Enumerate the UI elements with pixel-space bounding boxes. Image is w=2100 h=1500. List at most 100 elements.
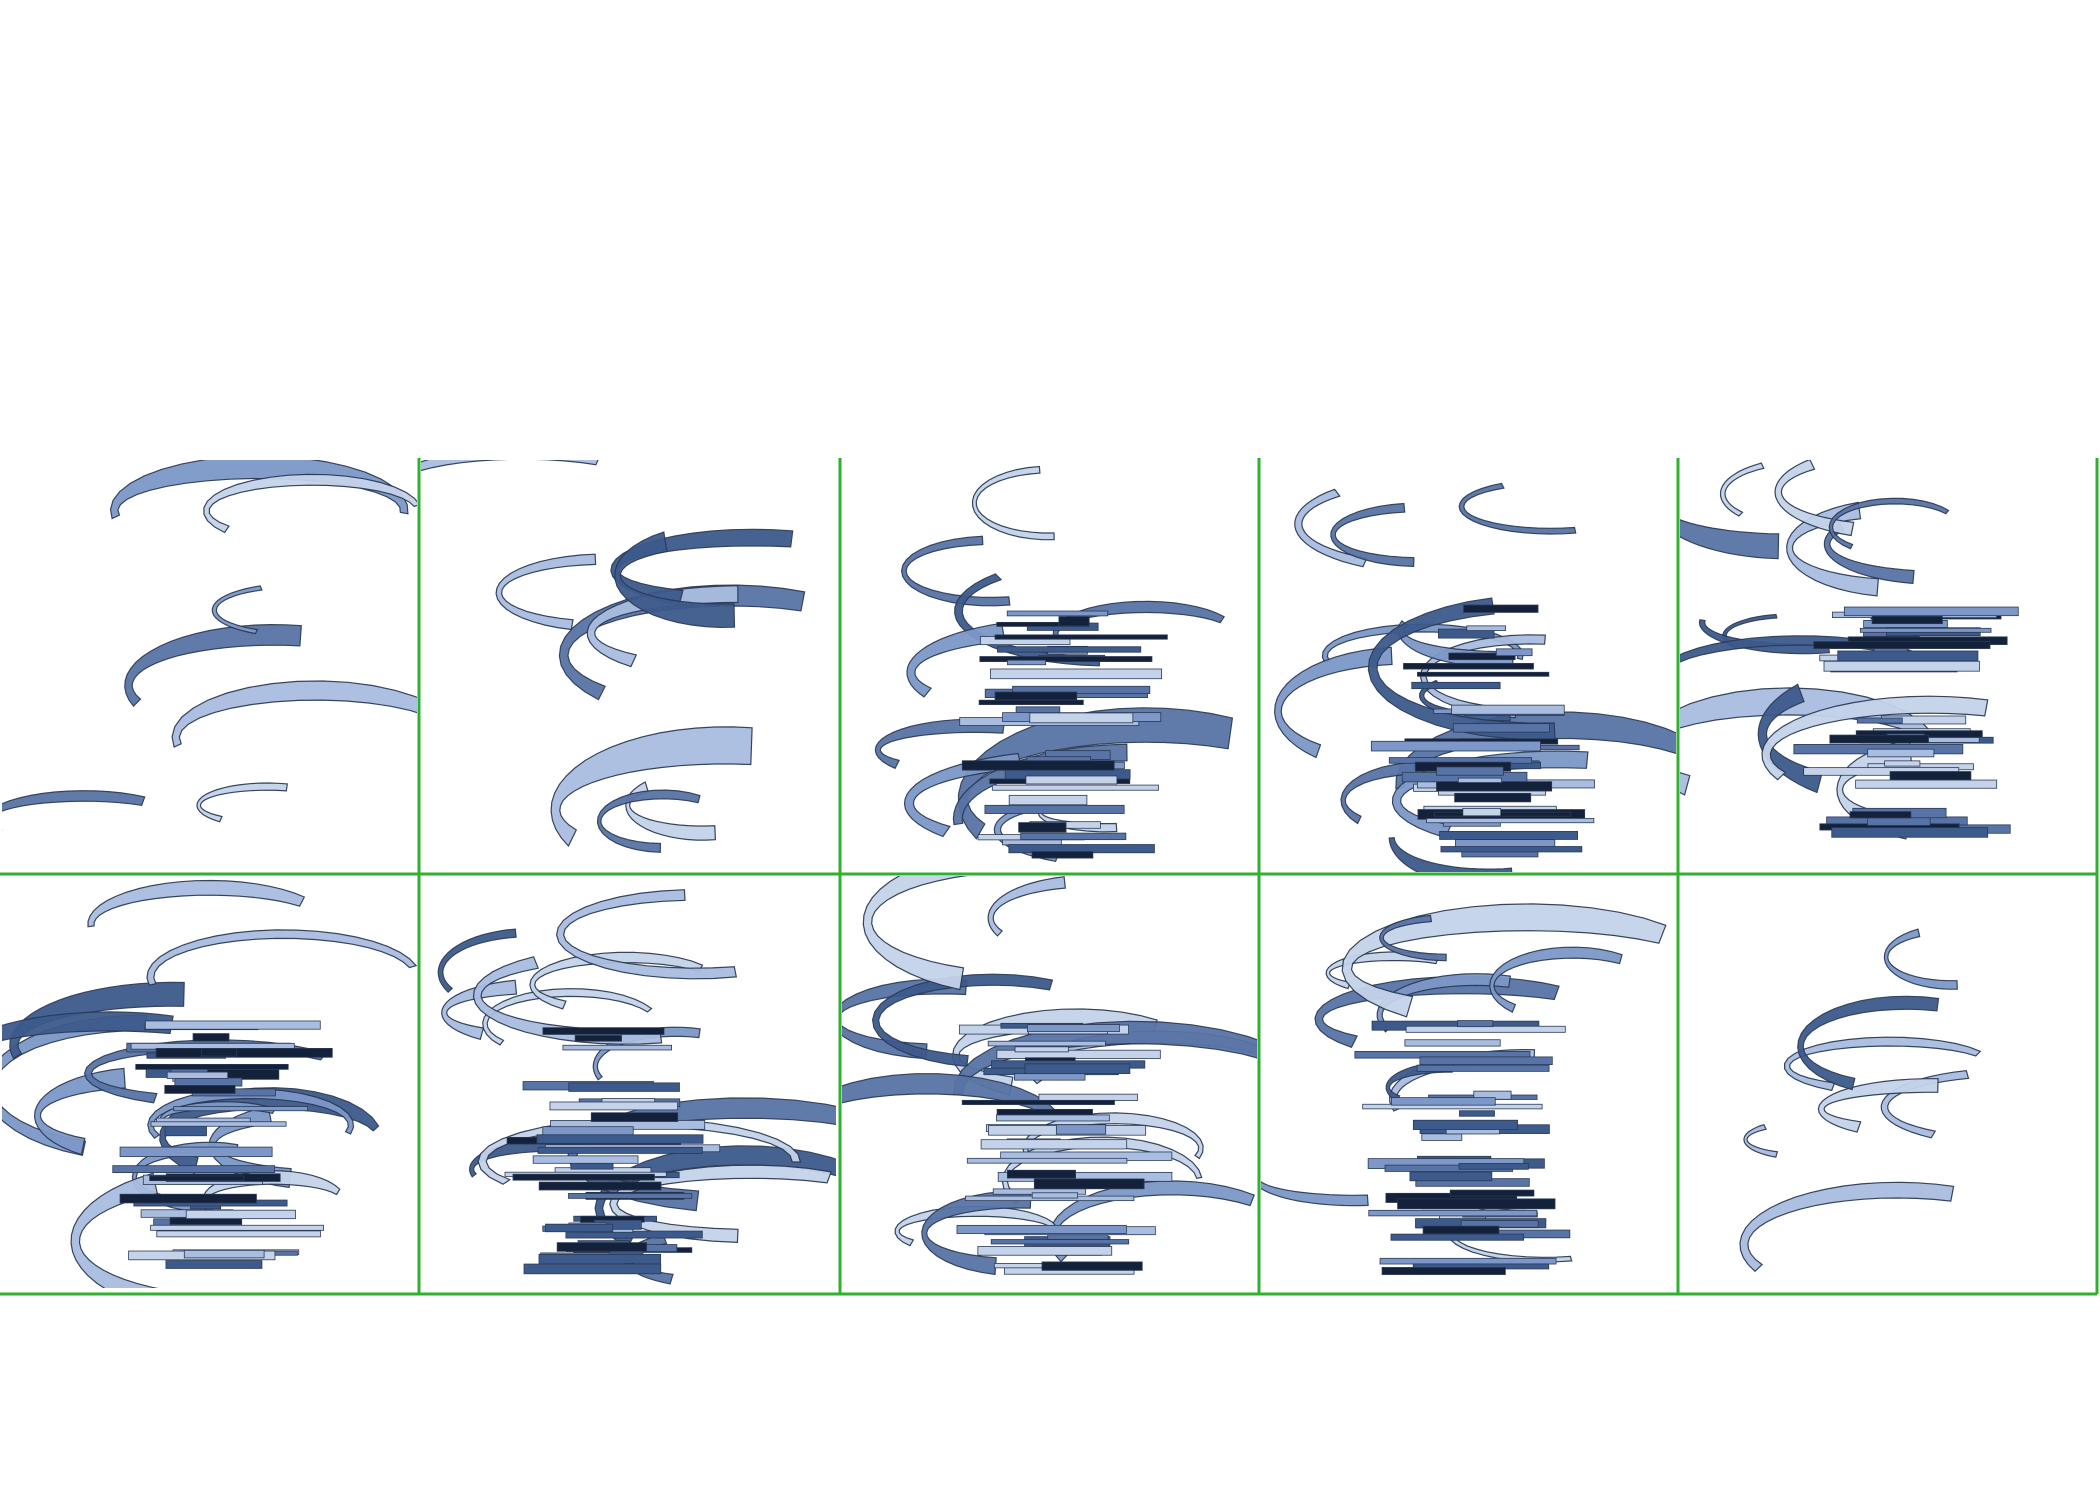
- swirl-band: [1743, 1123, 1779, 1158]
- swirl-band: [1273, 646, 1393, 759]
- swirl-band: [900, 535, 1011, 607]
- swirl-band: [1761, 695, 1989, 781]
- streak: [1867, 748, 1935, 758]
- swirl-band: [211, 585, 263, 635]
- streak: [1871, 616, 1943, 625]
- streak: [991, 784, 1159, 791]
- swirl-band: [1330, 502, 1415, 568]
- streak: [1849, 811, 1912, 819]
- swirl-band: [1458, 482, 1577, 535]
- streak: [1006, 610, 1109, 617]
- streak: [165, 1260, 263, 1269]
- streak: [1419, 1056, 1553, 1065]
- streak: [996, 1049, 1161, 1059]
- streak: [155, 1048, 333, 1058]
- streak: [150, 1224, 324, 1231]
- streak: [1440, 846, 1583, 853]
- streak: [1452, 723, 1550, 733]
- panel: [1739, 928, 1982, 1273]
- swirl-band: [1774, 460, 1855, 537]
- streak: [1038, 1093, 1138, 1101]
- streak: [977, 1246, 1113, 1256]
- panel: [1273, 482, 1676, 872]
- streak: [1379, 1257, 1557, 1265]
- streak: [538, 1181, 662, 1191]
- streak: [987, 1040, 1106, 1047]
- swirl-band: [196, 782, 288, 823]
- streak: [1031, 1192, 1079, 1199]
- swirl-band: [871, 973, 1054, 1068]
- streak: [164, 1125, 207, 1137]
- swirl-band: [83, 1039, 328, 1104]
- streak: [545, 1223, 614, 1233]
- swirl-band: [1680, 519, 1780, 560]
- swirl-band: [1489, 946, 1623, 1013]
- swirl-band: [614, 531, 736, 629]
- streak: [980, 1139, 1128, 1150]
- streak: [1404, 1039, 1501, 1047]
- streak: [574, 1035, 622, 1042]
- swirl: [437, 889, 836, 1285]
- streak: [1436, 766, 1504, 776]
- streak: [994, 691, 1078, 701]
- streak: [1018, 822, 1067, 833]
- streak: [1813, 641, 1991, 649]
- streak: [590, 1112, 679, 1122]
- streak: [1457, 777, 1502, 783]
- streak: [549, 1101, 678, 1111]
- swirl-band: [971, 465, 1055, 541]
- streak: [1031, 851, 1094, 859]
- swirl-band: [1817, 1078, 1939, 1133]
- swirl-band: [550, 726, 753, 848]
- streak: [1457, 1020, 1494, 1028]
- streak: [1006, 1169, 1076, 1179]
- swirl-band: [1379, 914, 1447, 962]
- streak: [1409, 1171, 1493, 1182]
- streak: [1020, 832, 1127, 841]
- swirl-band: [146, 929, 417, 986]
- streak: [1381, 1267, 1506, 1275]
- streak: [1448, 652, 1516, 661]
- panel: [421, 460, 806, 853]
- swirl-band: [472, 956, 663, 1045]
- streak: [542, 1027, 665, 1035]
- swirl-band: [87, 879, 306, 928]
- panel: [1680, 460, 2019, 840]
- swirl-band: [2, 1011, 174, 1042]
- swirl-band: [495, 553, 597, 631]
- streak: [556, 1242, 647, 1252]
- swirl-band: [203, 473, 417, 534]
- streak: [994, 634, 1168, 640]
- streak: [1403, 663, 1534, 670]
- streak: [990, 668, 1163, 680]
- streak: [568, 1082, 680, 1092]
- streak: [978, 699, 1084, 705]
- swirl-band: [1883, 928, 1958, 990]
- streak: [1843, 606, 2019, 617]
- streak: [1014, 1073, 1086, 1081]
- streak: [1451, 704, 1565, 715]
- streak: [1027, 1024, 1120, 1033]
- streak: [1368, 1209, 1538, 1217]
- swirl-band: [874, 718, 1006, 770]
- streak: [1856, 717, 1903, 724]
- streak: [174, 1077, 243, 1087]
- streak: [1454, 792, 1532, 803]
- streak: [1411, 681, 1501, 690]
- streak: [192, 1033, 230, 1042]
- streak: [1008, 794, 1088, 806]
- streak: [1426, 818, 1595, 824]
- streak: [1436, 781, 1553, 792]
- streak: [1416, 1064, 1550, 1072]
- streak: [984, 804, 1125, 814]
- streak: [1390, 1233, 1525, 1241]
- swirl-band: [1388, 837, 1513, 872]
- streak: [997, 646, 1142, 653]
- streak: [990, 1239, 1130, 1245]
- streak: [1405, 1025, 1566, 1033]
- streak: [1007, 659, 1047, 666]
- streak: [1417, 671, 1550, 677]
- streak: [1041, 1261, 1143, 1271]
- swirl-band: [842, 978, 968, 1060]
